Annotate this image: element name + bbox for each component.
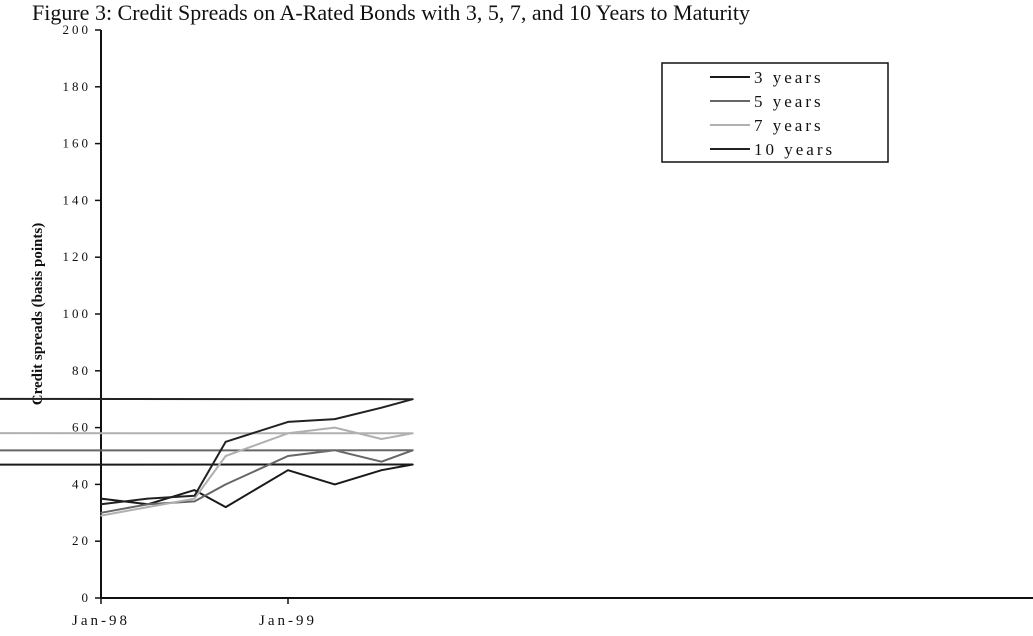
data-point <box>100 497 102 500</box>
data-point <box>333 418 336 420</box>
legend-box <box>661 62 889 163</box>
y-tick-label: 120 <box>63 249 92 264</box>
chart-title: Figure 3: Credit Spreads on A-Rated Bond… <box>32 0 750 25</box>
data-point <box>100 514 102 517</box>
data-point <box>224 455 227 457</box>
data-point <box>411 398 414 401</box>
series-lines <box>0 397 414 517</box>
legend-label: 10 years <box>754 140 835 159</box>
y-tick-label: 100 <box>63 306 92 321</box>
axes <box>100 30 1033 599</box>
legend-label: 5 years <box>754 92 824 111</box>
data-point <box>193 497 196 500</box>
data-point <box>193 500 196 503</box>
data-point <box>146 503 149 506</box>
legend-label: 3 years <box>754 68 824 87</box>
data-point <box>287 432 289 435</box>
y-tick-label: 160 <box>63 136 92 151</box>
series-line-5-years <box>0 449 414 514</box>
legend-items: 3 years 5 years 7 years 10 years <box>710 68 835 159</box>
data-point <box>193 494 196 497</box>
data-point <box>146 497 149 500</box>
data-point <box>287 469 289 472</box>
data-point <box>193 489 196 491</box>
legend-label: 7 years <box>754 116 824 135</box>
series-line-3-years <box>0 463 414 509</box>
data-point <box>146 506 149 508</box>
y-tick-label: 200 <box>63 22 92 37</box>
y-tick-label: 20 <box>72 533 91 548</box>
data-point <box>380 406 383 409</box>
data-point <box>411 463 414 466</box>
data-point <box>333 426 336 429</box>
y-tick-label: 60 <box>72 420 91 435</box>
series-line-10-years <box>0 397 414 506</box>
data-point <box>380 438 383 440</box>
y-tick-label: 180 <box>63 79 92 94</box>
data-point <box>287 455 289 457</box>
legend: 3 years 5 years 7 years 10 years <box>661 62 889 163</box>
y-tick-label: 0 <box>82 590 92 605</box>
x-tick-label: Jan-98 <box>72 613 130 629</box>
y-axis-label: Credit spreads (basis points) <box>30 223 46 405</box>
data-point <box>411 449 414 452</box>
data-point <box>100 512 102 514</box>
data-point <box>224 483 227 486</box>
data-point <box>411 432 414 435</box>
y-ticks: 0 20 40 60 80 100 120 140 160 180 200 <box>63 22 101 605</box>
data-point <box>224 506 227 508</box>
data-point <box>287 421 289 423</box>
data-point <box>100 503 102 506</box>
data-point <box>333 449 336 452</box>
data-point <box>380 460 383 463</box>
series-line-7-years <box>0 426 414 517</box>
data-point <box>380 469 383 472</box>
x-tick-label: Jan-99 <box>259 613 317 629</box>
data-point <box>224 441 227 443</box>
y-tick-label: 40 <box>72 476 91 491</box>
data-point <box>333 483 336 486</box>
y-tick-label: 140 <box>63 192 92 207</box>
y-tick-label: 80 <box>72 363 91 378</box>
